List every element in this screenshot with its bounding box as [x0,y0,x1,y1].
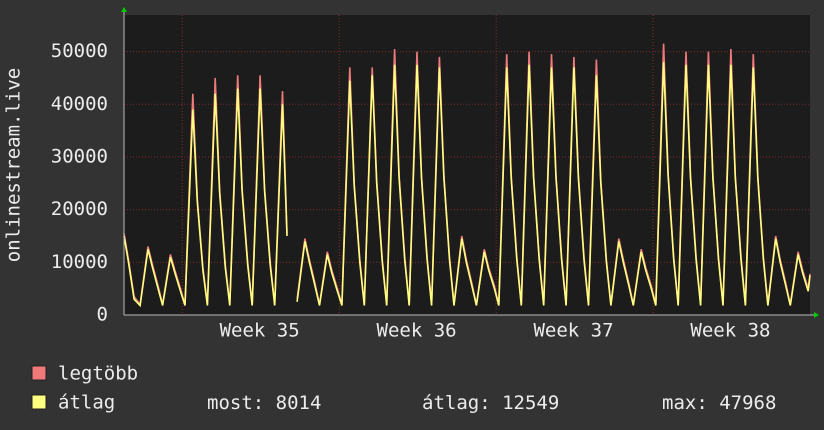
y-axis-label: onlinestream.live [3,68,25,262]
stat-label: most: [207,392,264,414]
x-tick-label: Week 35 [220,320,300,342]
lines [123,43,811,308]
legend-label: legtöbb [58,363,138,385]
stat-label: átlag: [422,392,491,414]
x-tick-label: Week 37 [533,320,613,342]
y-arrow [121,7,127,12]
x-arrow [814,312,819,318]
y-tick-label: 50000 [51,40,108,62]
stat: átlag: 12549 [422,392,559,414]
y-tick-label: 20000 [51,198,108,220]
stat: most: 8014 [207,392,321,414]
legend-label: átlag [58,392,115,414]
series-line [123,62,811,308]
tick-labels: 0 10000 20000 30000 40000 50000 Week 35 Week 36… [51,40,771,341]
stat-label: max: [662,392,708,414]
y-tick-label: 10000 [51,251,108,273]
stat-value: 12549 [502,392,559,414]
stat-value: 47968 [719,392,776,414]
x-tick-label: Week 36 [377,320,457,342]
legend-swatch [31,365,47,381]
legend-swatch [31,394,47,410]
y-tick-label: 30000 [51,145,108,167]
stat: max: 47968 [662,392,776,414]
y-tick-label: 0 [97,304,108,326]
x-tick-label: Week 38 [690,320,770,342]
plot-area [124,15,810,315]
stat-value: 8014 [276,392,322,414]
y-tick-label: 40000 [51,93,108,115]
